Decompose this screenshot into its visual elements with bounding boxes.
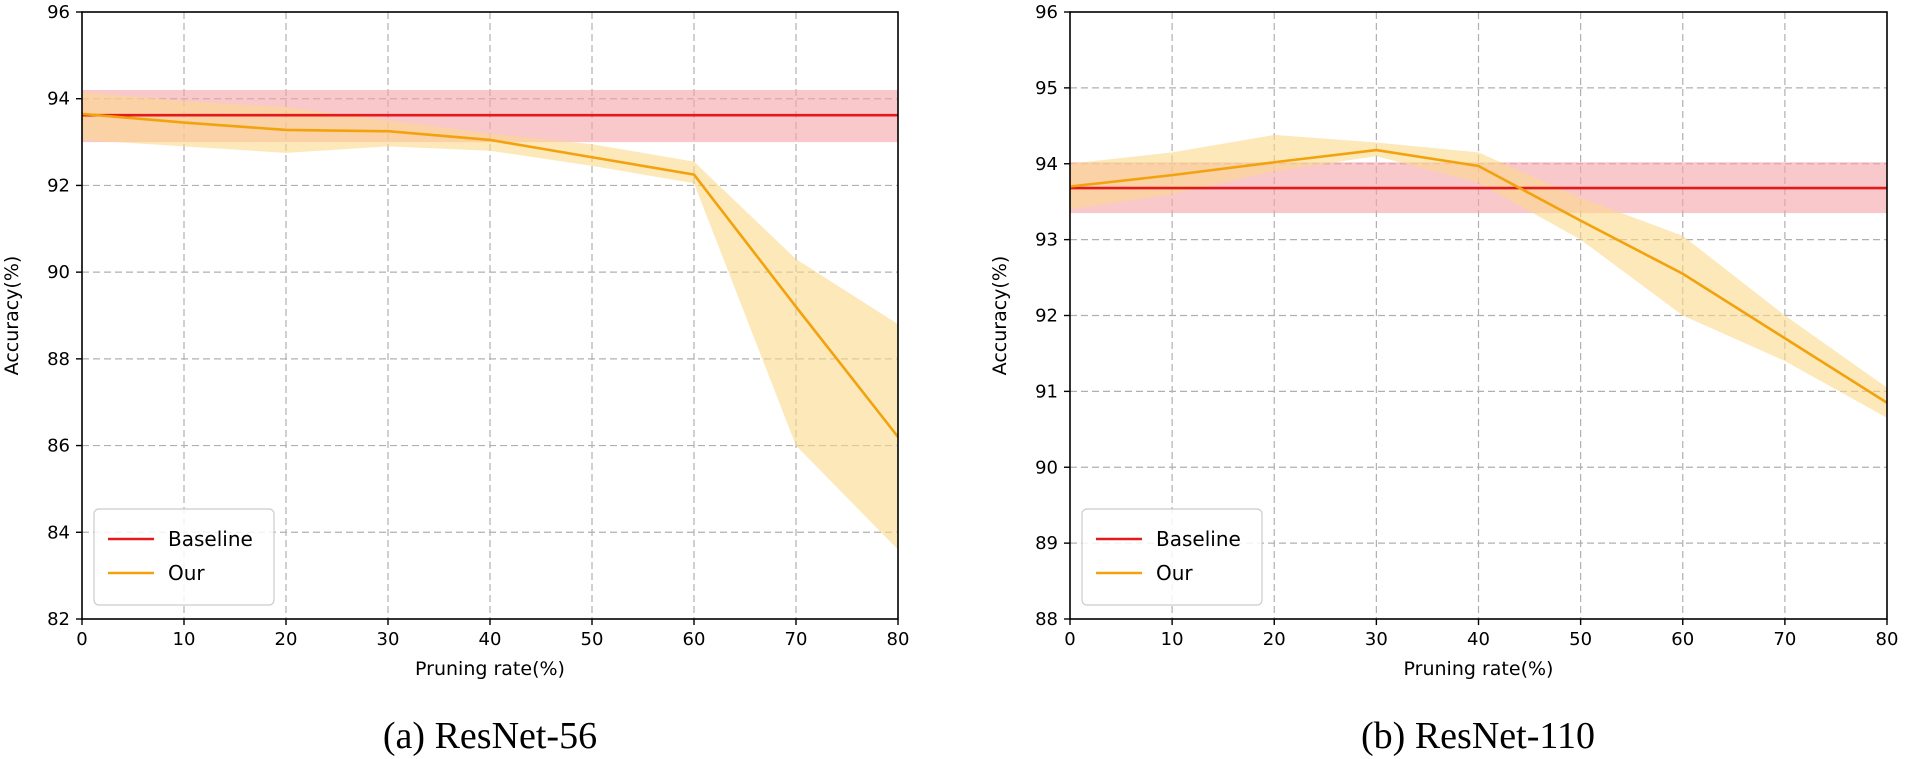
x-tick-label: 60	[683, 629, 706, 650]
y-axis-label: Accuracy(%)	[1, 256, 23, 376]
y-tick-label: 86	[47, 436, 70, 457]
y-tick-label: 90	[47, 262, 70, 283]
x-tick-label: 10	[173, 629, 196, 650]
legend-box	[1081, 508, 1263, 606]
x-tick-label: 30	[377, 629, 400, 650]
x-tick-label: 0	[1064, 629, 1075, 650]
y-tick-label: 94	[47, 89, 70, 110]
panel-resnet-56: 0 10 20 30 40 50 60 70 80 82 84 86 88 90 92 94 96 Pruning…	[1, 2, 909, 757]
figure-caption: (a) ResNet-56	[383, 715, 597, 757]
x-tick-label: 80	[1876, 629, 1899, 650]
x-tick-label: 80	[887, 629, 910, 650]
series-line-our	[81, 112, 900, 438]
legend-label-baseline: Baseline	[1156, 527, 1241, 551]
y-tick-label: 96	[1035, 2, 1058, 23]
x-tick-label: 60	[1671, 629, 1694, 650]
legend: Baseline Our	[1081, 508, 1263, 606]
x-tick-label: 40	[479, 629, 502, 650]
y-tick-label: 92	[47, 175, 70, 196]
y-tick-label: 94	[1035, 154, 1058, 175]
x-tick-label: 20	[1263, 629, 1286, 650]
x-tick-label: 40	[1467, 629, 1490, 650]
y-tick-label: 88	[1035, 609, 1058, 630]
band-our	[82, 92, 898, 550]
x-tick-label: 20	[275, 629, 298, 650]
x-tick-label: 10	[1161, 629, 1184, 650]
x-tick-label: 70	[785, 629, 808, 650]
y-tick-label: 96	[47, 2, 70, 23]
band-our	[1070, 134, 1887, 418]
y-tick-label: 88	[47, 349, 70, 370]
x-axis-label: Pruning rate(%)	[415, 658, 565, 680]
y-tick-label: 91	[1035, 381, 1058, 402]
legend-box	[93, 508, 275, 606]
y-tick-label: 92	[1035, 306, 1058, 327]
y-tick-label: 95	[1035, 78, 1058, 99]
x-tick-label: 50	[1569, 629, 1592, 650]
legend-label-our: Our	[1156, 561, 1193, 585]
x-tick-label: 0	[76, 629, 87, 650]
x-axis-label: Pruning rate(%)	[1404, 658, 1554, 680]
legend-label-baseline: Baseline	[168, 527, 253, 551]
y-tick-label: 90	[1035, 457, 1058, 478]
y-tick-label: 82	[47, 609, 70, 630]
figure-caption: (b) ResNet-110	[1361, 715, 1595, 757]
y-axis-label: Accuracy(%)	[989, 256, 1011, 376]
y-tick-label: 89	[1035, 533, 1058, 554]
y-tick-label: 84	[47, 522, 70, 543]
legend: Baseline Our	[93, 508, 275, 606]
x-tick-label: 30	[1365, 629, 1388, 650]
x-tick-label: 50	[581, 629, 604, 650]
legend-label-our: Our	[168, 561, 205, 585]
y-tick-label: 93	[1035, 230, 1058, 251]
panel-resnet-110: 0 10 20 30 40 50 60 70 80 88 89 90 91 92 93 94 95 96 Pruni…	[989, 2, 1898, 757]
x-tick-label: 70	[1773, 629, 1796, 650]
series-line-our	[1069, 148, 1888, 404]
